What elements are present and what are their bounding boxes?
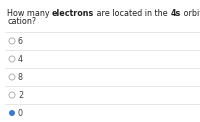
Text: 0: 0 [18, 110, 23, 118]
Text: cation?: cation? [7, 17, 36, 26]
Ellipse shape [9, 74, 15, 80]
Text: electrons: electrons [52, 9, 94, 18]
Text: 8: 8 [18, 73, 23, 82]
Text: 4s: 4s [170, 9, 181, 18]
Ellipse shape [9, 110, 15, 116]
Ellipse shape [9, 38, 15, 44]
Text: 4: 4 [18, 56, 23, 65]
Text: 2: 2 [18, 92, 23, 101]
Ellipse shape [9, 56, 15, 62]
Text: 6: 6 [18, 37, 23, 46]
Text: orbital for Ca: orbital for Ca [181, 9, 200, 18]
Text: How many: How many [7, 9, 52, 18]
Text: are located in the: are located in the [94, 9, 170, 18]
Ellipse shape [9, 92, 15, 98]
